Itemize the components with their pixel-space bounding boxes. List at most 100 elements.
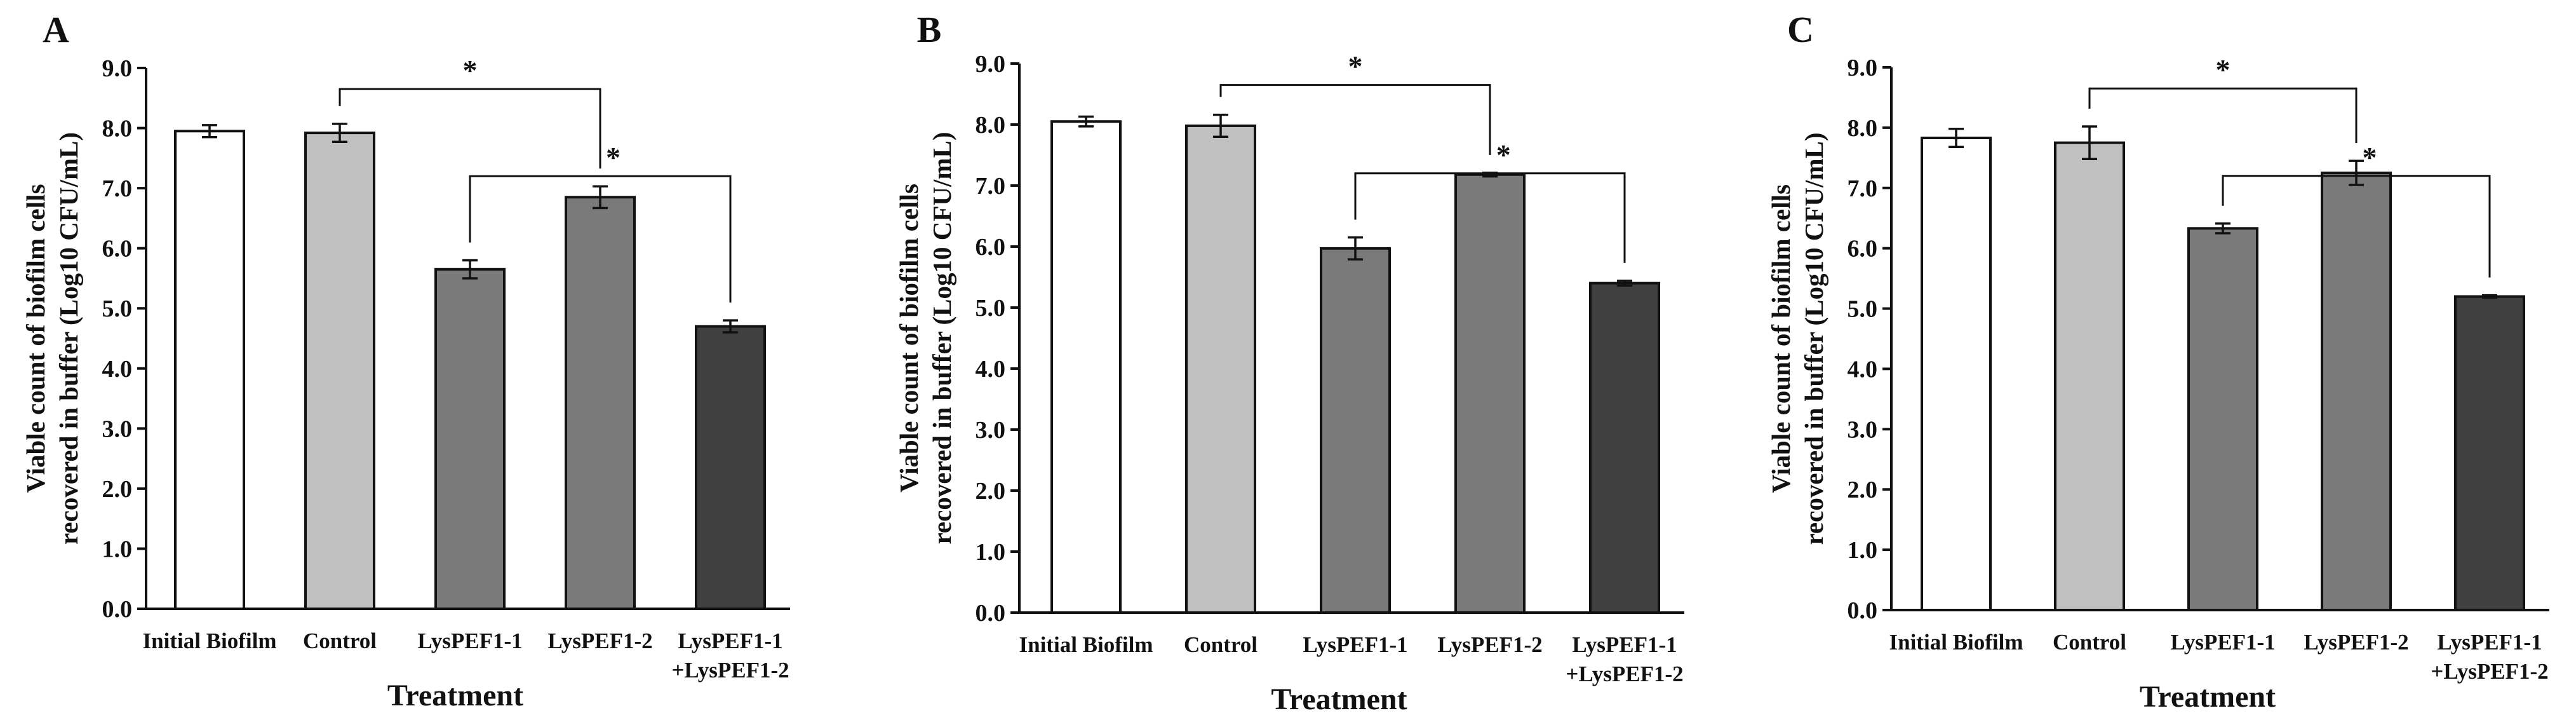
- y-axis-label: Viable count of biofilm cells recovered i…: [894, 132, 956, 544]
- significance-bracket-1: [1354, 172, 1626, 263]
- y-tick-label: 9.0: [1848, 55, 1878, 81]
- x-axis-label: Treatment: [387, 679, 523, 712]
- y-tick-label: 3.0: [976, 417, 1006, 444]
- y-tick-label: 1.0: [976, 539, 1006, 566]
- y-tick-label: 7.0: [976, 173, 1006, 200]
- category-label-line: +LysPEF1-2: [671, 658, 789, 683]
- y-axis-label-line: Viable count of biofilm cells: [894, 184, 923, 493]
- category-label-0: Initial Biofilm: [1889, 630, 2023, 655]
- category-label-line: LysPEF1-1: [1303, 632, 1407, 657]
- y-tick-label: 8.0: [976, 112, 1006, 139]
- category-label-1: Control: [303, 628, 377, 653]
- category-label-line: LysPEF1-1: [2170, 630, 2275, 655]
- bar-4: [695, 325, 766, 610]
- y-tick-label: 1.0: [1848, 537, 1878, 564]
- bar-1: [2054, 141, 2125, 612]
- significance-bracket-0: [1219, 84, 1491, 155]
- panel-letter: B: [917, 9, 942, 50]
- y-axis-label: Viable count of biofilm cells recovered i…: [21, 132, 83, 545]
- category-label-0: Initial Biofilm: [1019, 632, 1153, 657]
- y-tick-label: 6.0: [976, 234, 1006, 261]
- y-tick-label: 5.0: [976, 295, 1006, 322]
- significance-bracket-1: [2222, 175, 2491, 278]
- category-label-2: LysPEF1-1: [417, 628, 522, 653]
- category-label-line: LysPEF1-1: [1572, 632, 1677, 657]
- y-tick-label: 2.0: [976, 478, 1006, 505]
- y-tick-label: 7.0: [1848, 175, 1878, 202]
- category-label-line: Initial Biofilm: [143, 628, 277, 653]
- y-axis-label: Viable count of biofilm cells recovered i…: [1766, 132, 1828, 545]
- x-axis-label: Treatment: [2140, 680, 2276, 714]
- significance-marker-0: *: [2216, 53, 2231, 86]
- bar-3: [1454, 173, 1526, 615]
- panel-letter: C: [1787, 9, 1814, 50]
- y-tick-label: 7.0: [102, 175, 133, 202]
- bar-4: [2454, 295, 2525, 611]
- y-tick-label: 6.0: [102, 236, 133, 262]
- chart-panel-c: C 0.0 1.0 2.0 3.0 4.0 5.0 6.0 7.0 8.0 9.0 Viable co…: [1766, 9, 2549, 714]
- y-axis-label-line: recovered in buffer (Log10 CFU/mL): [54, 132, 83, 545]
- y-tick-label: 1.0: [102, 536, 133, 562]
- category-label-line: Control: [1184, 632, 1258, 657]
- category-label-1: Control: [1184, 632, 1258, 657]
- x-axis-label: Treatment: [1271, 683, 1407, 716]
- y-axis-label-line: recovered in buffer (Log10 CFU/mL): [1799, 132, 1828, 545]
- y-axis-label-line: Viable count of biofilm cells: [1766, 184, 1795, 493]
- category-label-0: Initial Biofilm: [143, 628, 277, 653]
- bar-1: [1185, 124, 1256, 615]
- category-label-3: LysPEF1-2: [1437, 632, 1542, 657]
- y-tick-label: 2.0: [1848, 477, 1878, 503]
- significance-marker-0: *: [1348, 50, 1363, 83]
- chart-panel-b: B 0.0 1.0 2.0 3.0 4.0 5.0 6.0 7.0 8.0 9.0 Viable co…: [894, 9, 1684, 716]
- y-tick-label: 2.0: [102, 476, 133, 503]
- category-label-4: LysPEF1-1 +LysPEF1-2: [1566, 632, 1683, 686]
- y-tick-label: 5.0: [1848, 296, 1878, 323]
- y-tick-label: 0.0: [976, 600, 1006, 627]
- category-label-1: Control: [2053, 630, 2126, 655]
- y-tick-label: 6.0: [1848, 236, 1878, 262]
- y-tick-label: 9.0: [976, 51, 1006, 78]
- significance-marker-1: *: [1496, 139, 1511, 171]
- significance-marker-1: *: [606, 141, 621, 173]
- y-tick-label: 4.0: [1848, 356, 1878, 383]
- bar-0: [174, 130, 245, 611]
- category-label-line: LysPEF1-1: [2437, 630, 2542, 655]
- panel-letter: A: [43, 9, 69, 50]
- category-label-4: LysPEF1-1 +LysPEF1-2: [671, 628, 789, 683]
- significance-bracket-1: [469, 175, 732, 303]
- category-label-4: LysPEF1-1 +LysPEF1-2: [2431, 630, 2548, 684]
- bar-3: [2321, 172, 2392, 611]
- y-tick-label: 4.0: [976, 356, 1006, 383]
- y-tick-label: 5.0: [102, 296, 133, 322]
- bar-0: [1050, 120, 1122, 614]
- chart-panel-a: A 0.0 1.0 2.0 3.0 4.0 5.0 6.0 7.0 8.0 9.0 Viable co…: [21, 9, 790, 712]
- category-label-line: LysPEF1-1: [678, 628, 782, 653]
- bar-4: [1589, 282, 1660, 615]
- y-axis-label-text: Viable count of biofilm cells recovered i…: [21, 132, 83, 545]
- bar-2: [434, 268, 506, 610]
- category-label-3: LysPEF1-2: [2304, 630, 2408, 655]
- y-axis-label-text: Viable count of biofilm cells recovered i…: [894, 132, 956, 544]
- significance-marker-0: *: [463, 54, 478, 86]
- category-label-line: Control: [303, 628, 377, 653]
- y-axis-label-line: Viable count of biofilm cells: [21, 184, 50, 493]
- y-tick-label: 8.0: [102, 116, 133, 142]
- bar-3: [565, 196, 636, 610]
- category-label-3: LysPEF1-2: [547, 628, 652, 653]
- significance-marker-1: *: [2363, 141, 2377, 173]
- category-label-line: LysPEF1-1: [417, 628, 522, 653]
- significance-bracket-0: [2088, 87, 2358, 144]
- y-tick-label: 0.0: [102, 596, 133, 623]
- y-axis-label-text: Viable count of biofilm cells recovered i…: [1766, 132, 1828, 545]
- category-label-line: LysPEF1-2: [2304, 630, 2408, 655]
- y-tick-label: 9.0: [102, 55, 133, 82]
- category-label-line: +LysPEF1-2: [1566, 662, 1683, 686]
- category-label-line: Initial Biofilm: [1019, 632, 1153, 657]
- y-tick-label: 3.0: [102, 416, 133, 442]
- bar-1: [304, 132, 375, 610]
- y-axis-label-line: recovered in buffer (Log10 CFU/mL): [927, 132, 956, 544]
- category-label-line: LysPEF1-2: [1437, 632, 1542, 657]
- category-label-line: +LysPEF1-2: [2431, 659, 2548, 684]
- y-tick-label: 3.0: [1848, 416, 1878, 443]
